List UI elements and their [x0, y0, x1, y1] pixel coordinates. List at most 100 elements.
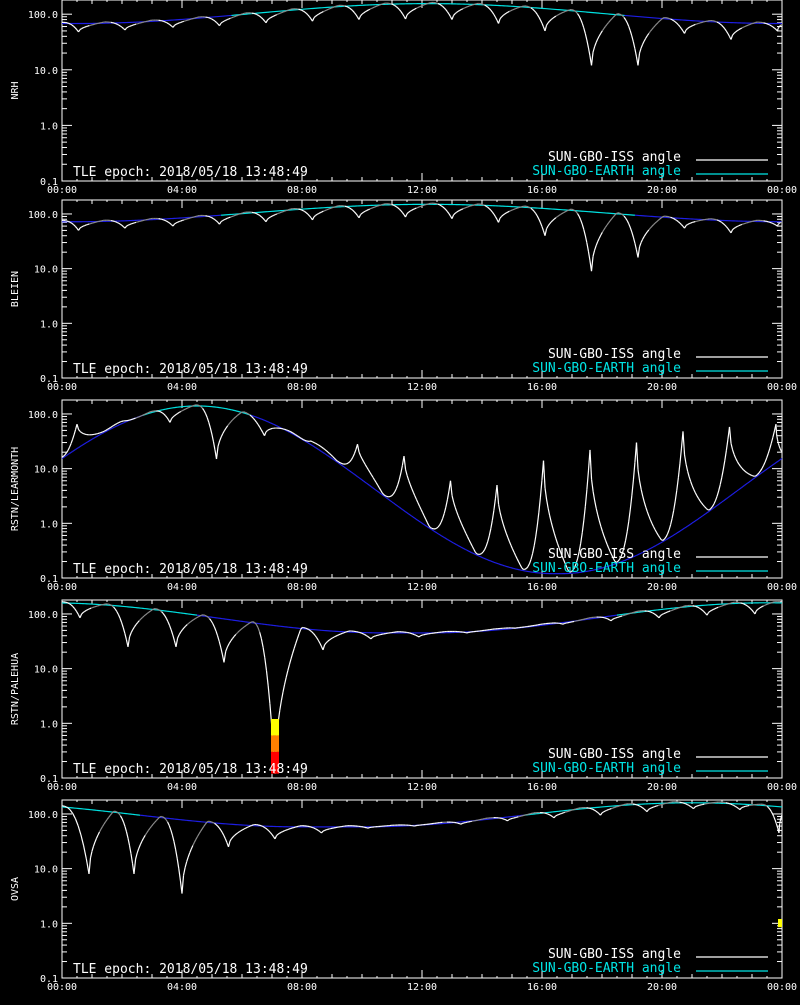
iss-segment [271, 17, 273, 18]
iss-segment [468, 537, 470, 540]
earth-segment [661, 542, 663, 543]
iss-segment [130, 224, 132, 225]
iss-segment [750, 474, 752, 475]
iss-segment [364, 462, 366, 465]
iss-segment [599, 33, 601, 36]
iss-segment [626, 20, 628, 23]
iss-segment [353, 210, 355, 211]
iss-segment [728, 228, 730, 230]
iss-segment [399, 473, 401, 479]
iss-segment [410, 11, 412, 12]
iss-segment [655, 222, 657, 223]
iss-segment [256, 624, 258, 627]
iss-segment [471, 543, 473, 546]
iss-segment [173, 224, 175, 226]
earth-segment [497, 563, 499, 564]
iss-segment [494, 214, 496, 216]
iss-segment [322, 12, 324, 13]
iss-segment [117, 24, 119, 25]
earth-segment [781, 458, 783, 459]
earth-segment [734, 492, 736, 493]
iss-segment [607, 223, 609, 225]
iss-segment [537, 512, 539, 525]
iss-segment [472, 546, 474, 549]
earth-segment [494, 562, 496, 563]
x-tick-label: 20:00 [647, 782, 677, 793]
earth-segment [677, 532, 679, 533]
iss-segment [396, 207, 398, 208]
iss-segment [517, 208, 519, 209]
iss-segment [239, 413, 241, 414]
earth-segment [443, 537, 445, 538]
earth-segment [746, 483, 748, 484]
iss-segment [248, 623, 250, 624]
iss-segment [261, 18, 263, 19]
iss-segment [694, 24, 696, 25]
iss-segment [320, 446, 322, 447]
iss-segment [311, 441, 313, 442]
iss-segment [767, 24, 769, 25]
iss-segment [443, 6, 445, 7]
iss-segment [714, 500, 716, 503]
iss-segment [669, 18, 671, 19]
iss-segment [695, 493, 697, 496]
iss-segment [658, 219, 660, 220]
iss-segment [288, 10, 290, 11]
iss-segment [680, 223, 682, 225]
iss-segment [85, 225, 87, 226]
iss-segment [765, 458, 767, 462]
iss-segment [650, 520, 652, 524]
iss-segment [553, 17, 555, 18]
iss-segment [719, 485, 721, 491]
iss-segment [158, 610, 160, 611]
earth-segment [697, 519, 699, 520]
iss-segment [168, 622, 170, 626]
iss-segment [548, 224, 550, 226]
y-tick-label: 0.1 [40, 177, 58, 188]
iss-segment [170, 25, 172, 26]
iss-segment [685, 455, 687, 464]
iss-segment [750, 24, 752, 25]
earth-segment [271, 423, 273, 424]
iss-segment [70, 222, 72, 223]
earth-segment [257, 417, 259, 418]
iss-segment [76, 611, 78, 614]
iss-segment [229, 18, 231, 19]
iss-segment [737, 30, 739, 31]
iss-segment [280, 13, 282, 14]
legend-iss-label: SUN-GBO-ISS angle [548, 347, 681, 362]
iss-segment [376, 482, 378, 485]
iss-segment [654, 614, 656, 615]
iss-segment [717, 607, 719, 608]
earth-segment [772, 465, 774, 466]
iss-segment [437, 527, 439, 528]
iss-segment [117, 611, 119, 614]
iss-segment [261, 639, 263, 647]
iss-segment [710, 610, 712, 611]
earth-segment [347, 469, 349, 470]
iss-segment [320, 643, 322, 646]
iss-segment [604, 26, 606, 28]
iss-segment [303, 211, 305, 212]
earth-segment [103, 433, 105, 434]
iss-segment [537, 216, 539, 219]
iss-segment [120, 618, 122, 622]
iss-segment [418, 7, 420, 8]
iss-segment [119, 25, 121, 26]
iss-segment [74, 225, 76, 227]
iss-segment [370, 208, 372, 209]
iss-segment [565, 11, 567, 12]
iss-segment [263, 218, 265, 220]
earth-segment [77, 448, 79, 449]
iss-segment [650, 226, 652, 228]
earth-segment [457, 545, 459, 546]
iss-segment [289, 659, 291, 665]
earth-segment [767, 468, 769, 469]
iss-segment [209, 18, 211, 19]
iss-segment [528, 564, 530, 567]
iss-segment [444, 507, 446, 513]
iss-segment [582, 521, 584, 533]
iss-segment [548, 21, 550, 23]
iss-segment [451, 481, 453, 496]
iss-segment [780, 448, 781, 449]
